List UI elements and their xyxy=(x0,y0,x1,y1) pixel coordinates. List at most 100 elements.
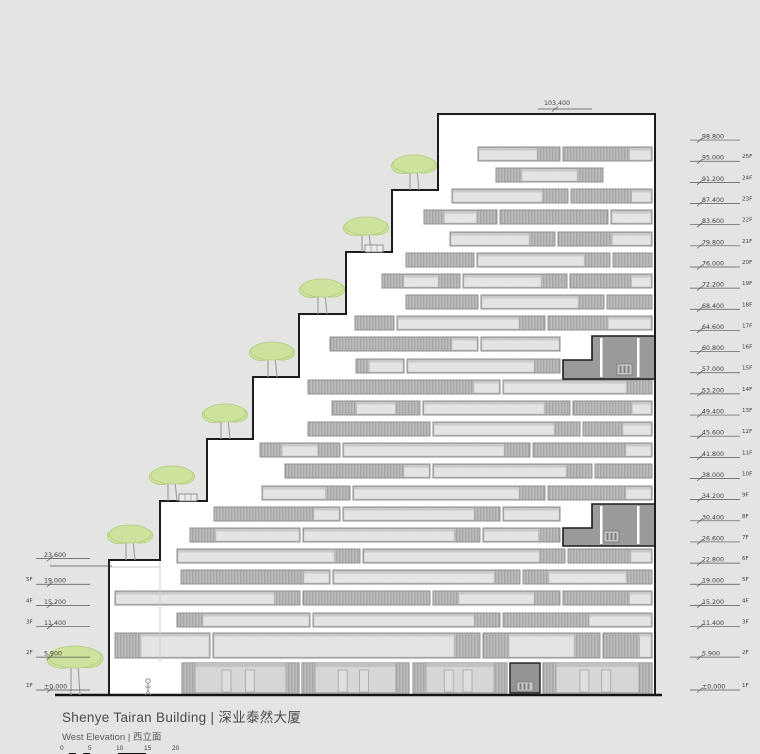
floor-band xyxy=(423,209,653,225)
door-outline xyxy=(462,669,473,693)
level-marker-right: 76.000 20F xyxy=(690,260,752,270)
left-wing-lines xyxy=(109,560,161,662)
level-marker-right: 53.200 14F xyxy=(690,387,752,397)
level-marker-right: 34.200 9F xyxy=(690,493,749,503)
level-marker-left: ±0.000 1F xyxy=(26,683,90,693)
svg-text:12F: 12F xyxy=(742,429,752,435)
scale-bar: 0 5 10 15 20 xyxy=(60,745,222,754)
svg-text:10F: 10F xyxy=(742,471,752,477)
svg-text:24F: 24F xyxy=(742,175,752,181)
svg-text:41.800: 41.800 xyxy=(702,451,724,458)
svg-text:1F: 1F xyxy=(26,683,33,689)
floor-band xyxy=(449,231,653,247)
tree xyxy=(248,341,296,378)
svg-text:11F: 11F xyxy=(742,450,752,456)
svg-text:15F: 15F xyxy=(742,366,752,372)
level-marker-right: 79.800 21F xyxy=(690,239,752,249)
level-marker-left: 19.000 5F xyxy=(26,577,90,588)
tree xyxy=(342,216,390,253)
svg-text:9F: 9F xyxy=(742,493,749,499)
level-marker-right: 64.600 17F xyxy=(690,323,752,334)
floor-band xyxy=(331,400,653,416)
svg-text:15.200: 15.200 xyxy=(44,599,66,606)
svg-text:5F: 5F xyxy=(742,577,749,583)
svg-text:95.000: 95.000 xyxy=(702,155,724,162)
svg-text:23.600: 23.600 xyxy=(44,552,66,559)
svg-text:8F: 8F xyxy=(742,514,749,520)
level-marker-right: 57.000 15F xyxy=(690,366,752,376)
level-marker-left: 11.400 3F xyxy=(26,620,90,630)
floor-band xyxy=(307,379,653,395)
svg-text:2F: 2F xyxy=(26,650,33,656)
svg-text:103.400: 103.400 xyxy=(544,100,570,107)
scale-bar-label: 20 xyxy=(172,745,180,752)
svg-text:68.400: 68.400 xyxy=(702,303,724,310)
svg-text:11.400: 11.400 xyxy=(44,620,66,627)
svg-text:21F: 21F xyxy=(742,239,752,245)
tree xyxy=(201,403,249,440)
level-marker-right: ±0.000 1F xyxy=(690,683,749,693)
floor-band xyxy=(114,590,653,606)
facade-bands xyxy=(114,146,653,659)
svg-text:72.200: 72.200 xyxy=(702,282,724,289)
tree xyxy=(148,465,198,502)
level-marker-right: 5.900 2F xyxy=(690,650,749,660)
floor-band xyxy=(477,146,653,162)
floor-band xyxy=(189,527,561,543)
floor-band xyxy=(405,294,653,310)
svg-text:13F: 13F xyxy=(742,408,752,414)
svg-text:4F: 4F xyxy=(742,598,749,604)
tree xyxy=(106,524,154,561)
scale-bar-label: 15 xyxy=(144,745,152,752)
floor-band xyxy=(495,167,604,183)
svg-text:38.000: 38.000 xyxy=(702,472,724,479)
floor-band xyxy=(114,632,653,659)
door-outline xyxy=(221,669,232,693)
drawing-title: Shenye Tairan Building | 深业泰然大厦 xyxy=(62,710,302,725)
svg-text:19.000: 19.000 xyxy=(702,578,724,585)
mech-blocks xyxy=(562,335,656,547)
mech-block xyxy=(562,335,656,380)
floor-band xyxy=(261,485,653,501)
floor-band xyxy=(355,358,561,374)
storefront-level xyxy=(181,662,653,694)
svg-text:87.400: 87.400 xyxy=(702,197,724,204)
scale-bar-label: 0 xyxy=(60,745,64,752)
svg-text:64.600: 64.600 xyxy=(702,324,724,331)
level-marker-right: 41.800 11F xyxy=(690,450,752,461)
svg-text:25F: 25F xyxy=(742,154,752,160)
level-marker-left: 23.600 xyxy=(36,552,90,562)
floor-band xyxy=(381,273,653,289)
svg-text:±0.000: ±0.000 xyxy=(702,684,725,691)
level-marker-right: 91.200 24F xyxy=(690,175,752,186)
title-block: Shenye Tairan Building | 深业泰然大厦 West Ele… xyxy=(60,706,302,754)
svg-text:22F: 22F xyxy=(742,218,752,224)
svg-text:91.200: 91.200 xyxy=(702,176,724,183)
svg-text:60.800: 60.800 xyxy=(702,345,724,352)
level-marker-right: 22.800 6F xyxy=(690,556,749,566)
svg-text:45.600: 45.600 xyxy=(702,430,724,437)
level-marker-right: 68.400 18F xyxy=(690,302,752,313)
door-outline xyxy=(337,669,348,693)
svg-text:5.900: 5.900 xyxy=(44,651,62,658)
svg-text:7F: 7F xyxy=(742,535,749,541)
svg-text:57.000: 57.000 xyxy=(702,366,724,373)
floor-band xyxy=(307,421,653,437)
svg-text:3F: 3F xyxy=(742,620,749,626)
svg-text:98.800: 98.800 xyxy=(702,134,724,141)
svg-text:11.400: 11.400 xyxy=(702,620,724,627)
door-outline xyxy=(359,669,369,693)
top-elevation-label: 103.400 xyxy=(538,100,592,112)
svg-text:30.400: 30.400 xyxy=(702,514,724,521)
svg-text:79.800: 79.800 xyxy=(702,239,724,246)
level-marker-right: 26.600 7F xyxy=(690,535,749,545)
level-marker-right: 38.000 10F xyxy=(690,471,752,482)
svg-text:5F: 5F xyxy=(26,577,33,583)
door-outline xyxy=(443,669,454,693)
level-markers-left: 23.600 19.000 5F 15.200 4F 11.400 3F 5.900 2F ±0.… xyxy=(26,552,112,693)
level-marker-left: 15.200 4F xyxy=(26,598,90,609)
terrace-trees xyxy=(46,154,438,696)
level-marker-right: 83.600 22F xyxy=(690,218,752,228)
door-outline xyxy=(601,669,612,693)
